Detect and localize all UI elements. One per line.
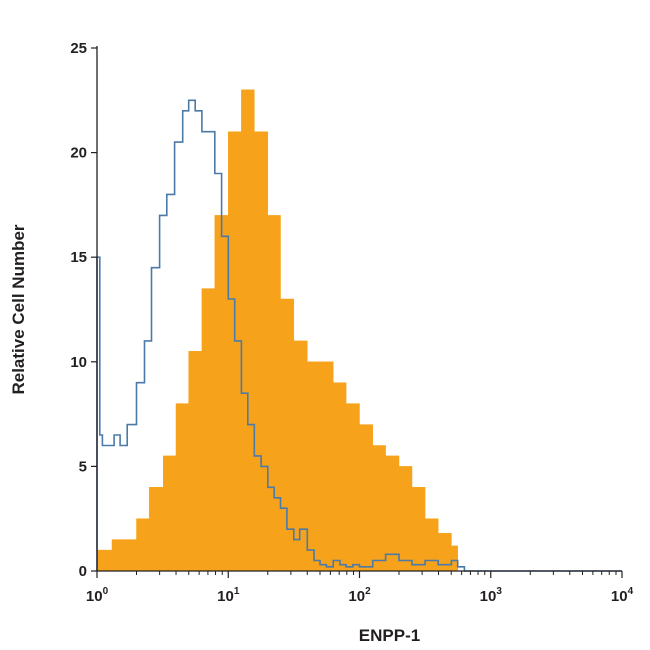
x-axis-label: ENPP-1	[359, 626, 420, 645]
x-tick-label: 100	[86, 586, 109, 605]
y-tick-label: 20	[70, 145, 87, 162]
ticks: 0 5 10 15 20 25 100 101 102 103 104	[70, 40, 633, 605]
series-filled-histogram	[96, 89, 458, 572]
y-tick-label: 15	[70, 249, 87, 266]
x-tick-label: 104	[611, 586, 634, 605]
y-tick-label: 25	[70, 40, 87, 57]
y-tick-label: 0	[79, 563, 87, 580]
y-tick-label: 5	[79, 458, 87, 475]
series-outline-histogram	[96, 99, 622, 572]
y-axis-label: Relative Cell Number	[9, 224, 28, 394]
plot-area	[96, 89, 622, 572]
y-tick-label: 10	[70, 354, 87, 371]
x-tick-label: 103	[480, 586, 503, 605]
x-tick-label: 101	[217, 586, 240, 605]
x-tick-label: 102	[348, 586, 371, 605]
